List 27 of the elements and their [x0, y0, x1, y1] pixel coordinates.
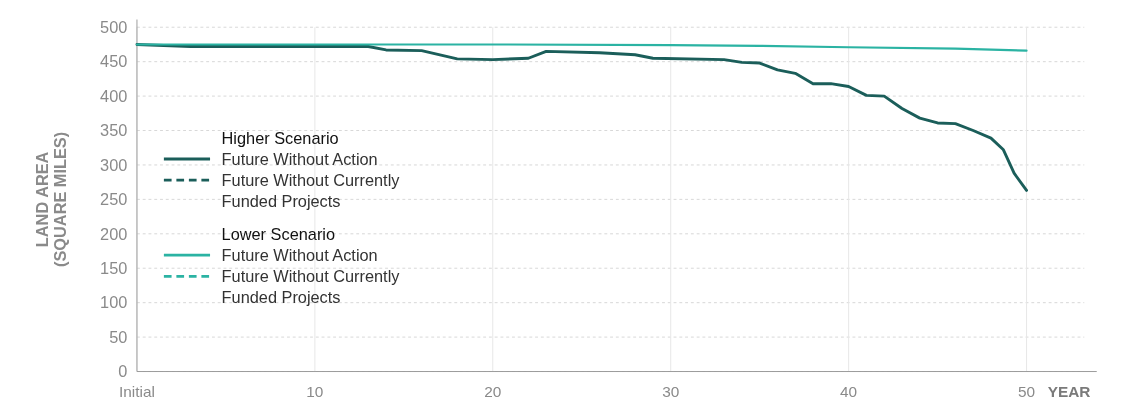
x-tick-label: 10: [306, 382, 324, 400]
x-tick-label: 50: [1018, 382, 1036, 400]
x-tick-label: Initial: [119, 382, 155, 400]
y-tick-label: 250: [100, 190, 128, 209]
y-tick-label: 350: [100, 121, 128, 140]
y-tick-label: 400: [100, 86, 128, 105]
legend-label: Future Without Action: [221, 149, 378, 168]
annotation: Lower Scenario: [221, 224, 336, 243]
y-tick-label: 300: [100, 155, 128, 174]
legend-label: Future Without Currently Funded Projects: [221, 170, 401, 211]
line-series: [135, 43, 1028, 52]
x-axis-title: YEAR: [1047, 382, 1091, 400]
y-tick-label: 50: [109, 327, 128, 346]
x-tick-label: 40: [840, 382, 858, 400]
y-tick-label: 150: [100, 258, 128, 277]
y-tick-label: 450: [100, 52, 128, 71]
y-tick-label: 500: [100, 17, 128, 36]
annotation: Higher Scenario: [221, 128, 339, 147]
y-tick-label: 0: [118, 362, 128, 381]
x-tick-label: 20: [484, 382, 502, 400]
y-tick-label: 200: [100, 224, 128, 243]
line-series: [135, 43, 1028, 192]
y-tick-label: 100: [100, 293, 128, 312]
legend-label: Future Without Action: [221, 245, 378, 264]
x-tick-label: 30: [662, 382, 680, 400]
legend-label: Future Without Currently Funded Projects: [221, 267, 401, 307]
y-axis-title: LAND AREA (SQUARE MILES): [33, 131, 69, 267]
